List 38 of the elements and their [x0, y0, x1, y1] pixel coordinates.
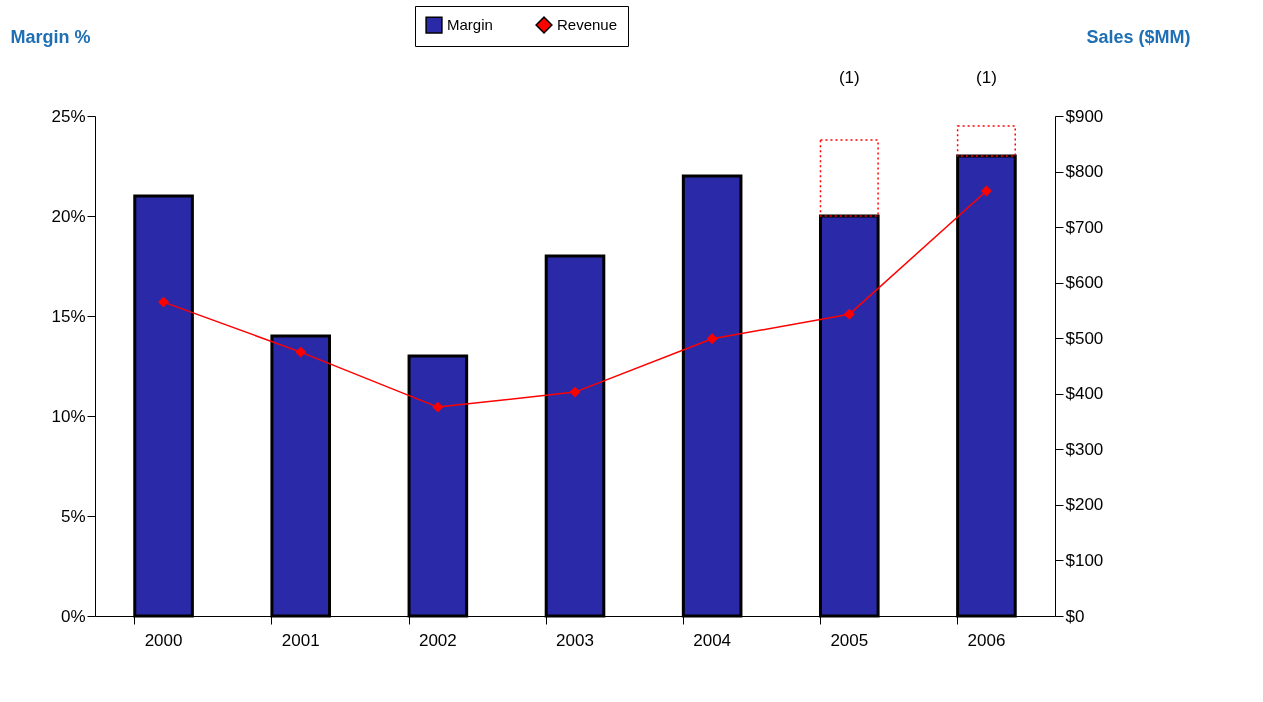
text: (1) [838, 68, 860, 87]
x-tick-label: 2004 [693, 630, 732, 650]
point [569, 386, 581, 398]
x-tick-label: 2001 [281, 630, 320, 650]
point [843, 308, 855, 320]
y2-axis-title: Sales ($MM) [1086, 26, 1191, 47]
y-tick-label: 20% [51, 206, 86, 226]
point [980, 185, 992, 197]
y-tick-label: 15% [51, 306, 86, 326]
bar [956, 125, 1016, 157]
y-tick-label: 0% [60, 606, 86, 626]
y2-tick-label: $900 [1065, 106, 1104, 126]
y-axis-title: Margin % [10, 26, 91, 47]
y-tick-label: 25% [51, 106, 86, 126]
point [706, 333, 718, 345]
y2-tick-label: $500 [1065, 328, 1104, 348]
x-tick-label: 2005 [830, 630, 869, 650]
y2-tick-label: $700 [1065, 217, 1104, 237]
y2-tick-label: $0 [1065, 606, 1085, 626]
x-tick-label: 2003 [556, 630, 594, 650]
y2-tick-label: $400 [1065, 384, 1104, 404]
point [432, 401, 444, 413]
point [295, 346, 307, 358]
x-tick-label: 2002 [418, 630, 457, 650]
y-tick-label: 5% [60, 506, 86, 526]
y2-tick-label: $300 [1065, 439, 1104, 459]
legend-label: Margin [447, 16, 493, 34]
point [158, 296, 170, 308]
y2-tick-label: $100 [1065, 550, 1104, 570]
y2-tick-label: $800 [1065, 162, 1104, 182]
y-tick-label: 10% [51, 406, 86, 426]
x-tick-label: 2006 [967, 630, 1006, 650]
bar [819, 139, 879, 217]
x-tick-label: 2000 [144, 630, 183, 650]
text: (1) [976, 68, 997, 87]
y2-tick-label: $600 [1065, 273, 1104, 293]
y2-tick-label: $200 [1065, 495, 1104, 515]
legend-label: Revenue [557, 16, 618, 34]
